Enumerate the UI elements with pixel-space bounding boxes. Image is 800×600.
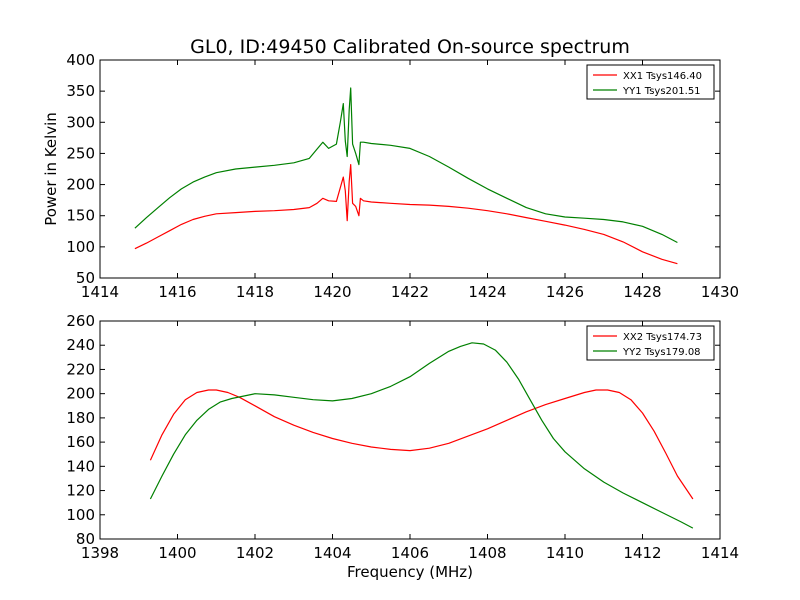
legend-box: [586, 325, 715, 361]
x-tick-label: 1418: [236, 283, 274, 301]
y-tick-label: 180: [66, 409, 95, 427]
y-tick-label: 400: [66, 51, 95, 69]
ticks-bottom: 1398 1400 1402 1404 1406 1408 1410 1412 1414 80 10…: [66, 312, 739, 562]
y-tick-label: 350: [66, 82, 95, 100]
y-tick-label: 100: [66, 506, 95, 524]
y-tick-label: 250: [66, 144, 95, 162]
series-line-xx1: [134, 164, 678, 265]
x-tick-label: 1426: [546, 283, 584, 301]
y-tick-label: 50: [76, 269, 95, 287]
y-tick-label: 200: [66, 176, 95, 194]
x-tick-label: 1420: [313, 283, 351, 301]
y-tick-label: 300: [66, 113, 95, 131]
legend-top: XX1 Tsys146.40 YY1 Tsys201.51: [586, 64, 715, 100]
y-tick-label: 140: [66, 457, 95, 475]
y-tick-label: 220: [66, 360, 95, 378]
legend-label: YY2 Tsys179.08: [622, 347, 701, 358]
series-line-yy1: [134, 87, 678, 244]
legend-label: XX2 Tsys174.73: [623, 332, 702, 343]
y-tick-label: 100: [66, 238, 95, 256]
x-tick-label: 1422: [391, 283, 429, 301]
x-tick-label: 1406: [391, 544, 429, 562]
series-line-yy2: [149, 342, 694, 529]
x-tick-label: 1414: [701, 544, 739, 562]
spectrum-plot-bottom: 1398 1400 1402 1404 1406 1408 1410 1412 1414 80 10…: [66, 312, 739, 581]
x-tick-label: 1410: [546, 544, 584, 562]
x-tick-label: 1412: [623, 544, 661, 562]
legend-label: YY1 Tsys201.51: [622, 86, 701, 97]
y-tick-label: 150: [66, 207, 95, 225]
x-tick-label: 1400: [158, 544, 196, 562]
y-tick-label: 260: [66, 312, 95, 330]
x-tick-label: 1408: [468, 544, 506, 562]
x-tick-label: 1416: [158, 283, 196, 301]
y-axis-label-top: Power in Kelvin: [42, 112, 60, 226]
legend-box: [586, 64, 715, 100]
y-tick-label: 200: [66, 385, 95, 403]
series-line-xx2: [149, 389, 694, 500]
legend-label: XX1 Tsys146.40: [623, 71, 702, 82]
series-layer-top: [134, 87, 678, 265]
x-tick-label: 1404: [313, 544, 351, 562]
figure-title: GL0, ID:49450 Calibrated On-source spect…: [190, 36, 630, 58]
y-tick-label: 240: [66, 336, 95, 354]
x-tick-label: 1398: [81, 544, 119, 562]
x-tick-label: 1402: [236, 544, 274, 562]
legend-bottom: XX2 Tsys174.73 YY2 Tsys179.08: [586, 325, 715, 361]
series-layer-bottom: [149, 342, 694, 529]
x-tick-label: 1428: [623, 283, 661, 301]
y-tick-label: 160: [66, 433, 95, 451]
ticks-top: 1414 1416 1418 1420 1422 1424 1426 1428 1430 50 10…: [66, 51, 739, 301]
x-tick-label: 1414: [81, 283, 119, 301]
x-tick-label: 1430: [701, 283, 739, 301]
y-tick-label: 80: [76, 530, 95, 548]
x-axis-label-bottom: Frequency (MHz): [347, 563, 473, 581]
x-tick-label: 1424: [468, 283, 506, 301]
spectrum-plot-top: 1414 1416 1418 1420 1422 1424 1426 1428 1430 50 10…: [42, 51, 739, 301]
y-tick-label: 120: [66, 482, 95, 500]
